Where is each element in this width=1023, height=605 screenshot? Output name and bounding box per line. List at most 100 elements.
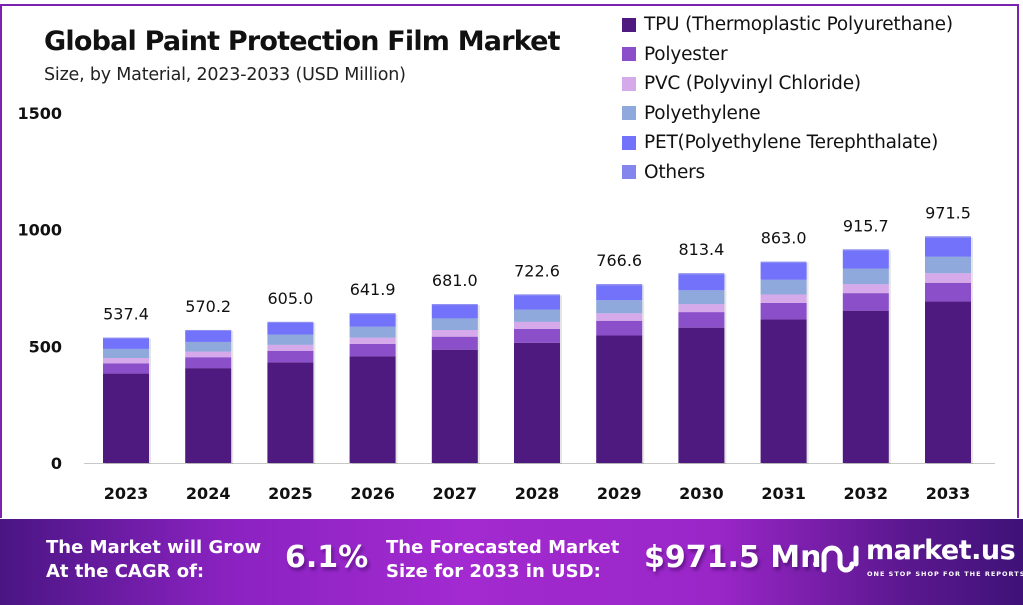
data-label: 537.4 [103, 305, 149, 324]
bar-segment-others [760, 261, 807, 263]
bar-segment-pet [185, 330, 232, 342]
bar-segment-pvc [842, 284, 889, 294]
x-tick-label: 2023 [104, 484, 149, 503]
bar-segment-pvc [431, 330, 478, 337]
legend-item: Polyester [622, 40, 953, 70]
bar-segment-polyethylene [267, 334, 314, 345]
cagr-value: 6.1% [285, 540, 369, 575]
bar-segment-pet [267, 322, 314, 335]
bar-segment-pet [925, 237, 971, 257]
legend-label: TPU (Thermoplastic Polyurethane) [644, 14, 953, 36]
bar-segment-tpu [925, 301, 971, 463]
bar-segment-polyester [431, 336, 478, 350]
data-label: 681.0 [432, 271, 478, 290]
legend-label: Polyethylene [644, 102, 761, 124]
bar-segment-others [925, 236, 971, 238]
bar-segment-tpu [267, 362, 314, 463]
legend-swatch [622, 76, 636, 91]
bar-segment-polyester [760, 302, 807, 320]
y-tick-label: 500 [29, 337, 62, 356]
legend-label: Polyester [644, 43, 728, 65]
market-us-logo-icon [813, 545, 859, 573]
forecast-label-line2: Size for 2033 in USD: [386, 561, 601, 582]
bar-segment-pvc [103, 358, 149, 364]
legend: TPU (Thermoplastic Polyurethane) Polyeste… [622, 10, 953, 187]
x-tick-label: 2031 [761, 484, 806, 503]
bar-segment-pet [514, 295, 560, 310]
bar-segment-pet [349, 314, 396, 327]
bar-segment-pet [103, 338, 149, 349]
bar-segment-others [431, 304, 478, 306]
x-tick-label: 2032 [844, 484, 889, 503]
legend-item: TPU (Thermoplastic Polyurethane) [622, 10, 953, 40]
bar-segment-tpu [678, 327, 725, 463]
bar-segment-polyester [103, 363, 149, 374]
bar-segment-polyethylene [596, 300, 643, 314]
stacked-bar-chart: 0 500 1000 1500 537.4 2023 570.2 2024 605.0 2025 6… [17, 104, 995, 503]
bar-segment-pvc [760, 294, 807, 303]
legend-swatch [622, 47, 636, 62]
cagr-label-line2: At the CAGR of: [46, 561, 205, 582]
x-tick-label: 2027 [433, 484, 478, 503]
cagr-label-line1: The Market will Grow [46, 537, 262, 558]
bar-segment-polyethylene [103, 348, 149, 359]
x-tick-label: 2026 [350, 484, 395, 503]
legend-swatch [622, 17, 636, 32]
legend-item: PVC (Polyvinyl Chloride) [622, 69, 953, 99]
data-label: 766.6 [596, 251, 642, 270]
bar-segment-others [842, 249, 889, 251]
bar-segment-pet [431, 305, 478, 319]
bar-segment-polyethylene [185, 341, 232, 352]
legend-label: PET(Polyethylene Terephthalate) [644, 132, 939, 154]
bar-segment-tpu [349, 356, 396, 463]
bar-segment-polyester [842, 293, 889, 311]
bar-segment-pet [760, 262, 807, 280]
bar-segment-others [349, 313, 396, 315]
legend-swatch [622, 165, 636, 180]
bar-segment-tpu [760, 319, 807, 463]
data-label: 605.0 [267, 289, 313, 308]
y-tick-label: 0 [51, 454, 62, 473]
bar-segment-polyester [514, 328, 560, 343]
forecast-label-line1: The Forecasted Market [386, 537, 620, 558]
brand-tagline: ONE STOP SHOP FOR THE REPORTS [867, 570, 1023, 578]
bar-segment-polyester [185, 357, 232, 369]
bar-segment-others [678, 273, 725, 275]
bar-segment-pvc [678, 304, 725, 313]
bar-segment-polyester [678, 312, 725, 328]
bar-segment-polyethylene [925, 256, 971, 274]
bar-segment-tpu [514, 342, 560, 463]
bar-segment-others [267, 321, 314, 323]
bar-segment-tpu [185, 368, 232, 463]
brand-name: market.us [866, 535, 1016, 566]
bar-segment-polyethylene [431, 318, 478, 330]
x-tick-label: 2024 [186, 484, 231, 503]
bar-segment-polyester [596, 320, 643, 336]
legend-item: PET(Polyethylene Terephthalate) [622, 128, 953, 158]
x-tick-label: 2030 [679, 484, 724, 503]
bar-segment-pvc [596, 313, 643, 321]
bar-segment-polyethylene [514, 309, 560, 322]
bar-segment-pet [596, 285, 643, 301]
x-tick-label: 2028 [515, 484, 560, 503]
bar-segment-tpu [842, 310, 889, 463]
bar-segment-pet [842, 250, 889, 269]
legend-swatch [622, 106, 636, 121]
data-label: 971.5 [925, 203, 971, 222]
cagr-label: The Market will Grow At the CAGR of: [46, 536, 261, 584]
forecast-label: The Forecasted Market Size for 2033 in U… [386, 536, 619, 584]
bar-segment-pvc [514, 321, 560, 329]
bar-segment-polyester [925, 282, 971, 302]
bar-segment-tpu [103, 373, 149, 463]
data-label: 915.7 [843, 216, 889, 235]
data-label: 722.6 [514, 261, 560, 280]
bar-segment-pvc [349, 337, 396, 344]
chart-frame [0, 4, 1019, 518]
bar-segment-others [596, 284, 643, 286]
x-tick-label: 2029 [597, 484, 642, 503]
legend-label: Others [644, 161, 705, 183]
legend-label: PVC (Polyvinyl Chloride) [644, 73, 861, 95]
x-tick-label: 2025 [268, 484, 313, 503]
summary-banner: The Market will Grow At the CAGR of: 6.1… [0, 519, 1023, 605]
bar-segment-pvc [267, 344, 314, 351]
